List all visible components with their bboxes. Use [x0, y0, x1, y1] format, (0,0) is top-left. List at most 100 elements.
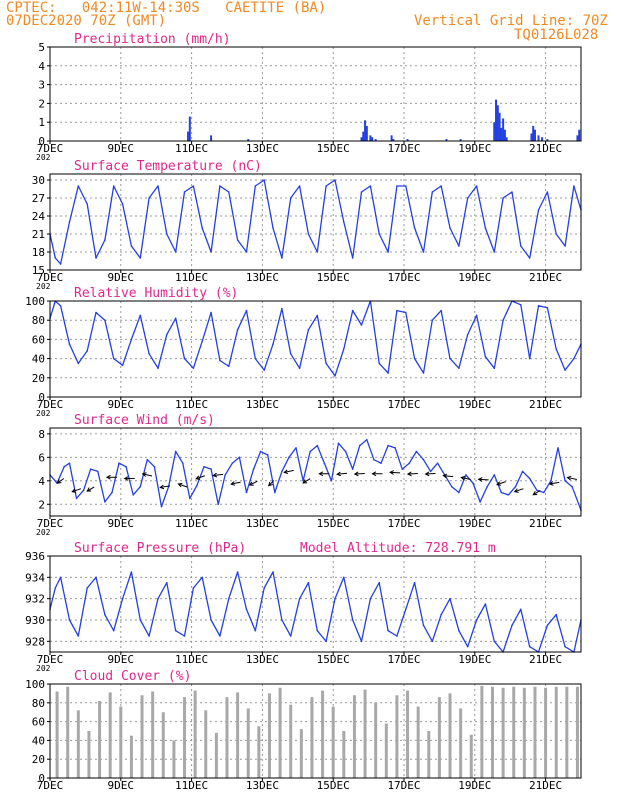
- pressure-series-line: [49, 571, 582, 653]
- temp-point: [59, 263, 62, 265]
- wind-point: [139, 485, 142, 488]
- x-tick-label: 13DEC: [246, 398, 279, 411]
- x-tick-label: 7DEC: [37, 653, 64, 666]
- x-tick-label: 7DEC: [37, 398, 64, 411]
- wind-arrow-head: [566, 475, 572, 481]
- y-tick-label: 0: [38, 135, 45, 148]
- pressure-point: [396, 635, 398, 637]
- wind-point: [422, 458, 425, 461]
- precip-bar: [362, 131, 365, 141]
- cloud-bar: [246, 708, 250, 778]
- cloud-bar: [374, 702, 378, 778]
- wind-arrow-head: [230, 481, 236, 486]
- wind-arrow-head: [532, 490, 538, 496]
- precip-bar: [502, 118, 505, 141]
- rh-point: [378, 362, 381, 365]
- pressure-point: [86, 587, 88, 589]
- wind-frame: [49, 427, 582, 517]
- y-tick-label: 80: [32, 697, 45, 710]
- wind-point: [181, 462, 184, 465]
- y-tick-label: 6: [38, 451, 45, 464]
- wind-point: [373, 458, 375, 461]
- wind-arrow-head: [548, 481, 554, 486]
- y-tick-label: 20: [32, 372, 45, 385]
- pressure-point: [458, 629, 460, 632]
- pressure-point: [564, 645, 566, 648]
- model-code: TQ0126L028: [514, 27, 599, 43]
- cloud-bar: [512, 686, 516, 778]
- x-tick-label: 21DEC: [529, 142, 562, 155]
- cloud-bar: [267, 693, 271, 778]
- temp-point: [54, 257, 57, 259]
- precip-bar: [578, 129, 581, 141]
- wind-point: [344, 450, 347, 453]
- x-year-label: 202: [36, 282, 51, 291]
- wind-point: [358, 444, 361, 447]
- precip-bar: [537, 135, 540, 141]
- wind-point: [394, 447, 396, 449]
- precip-frame: [49, 46, 582, 142]
- pressure-point: [555, 613, 558, 616]
- wind-arrow: [461, 476, 471, 480]
- precip-bar: [365, 125, 368, 141]
- rh-point: [573, 357, 575, 360]
- wind-point: [415, 450, 418, 453]
- wind-point: [521, 470, 524, 473]
- cloud-bar: [533, 686, 537, 778]
- pressure-point: [130, 571, 133, 573]
- x-tick-label: 19DEC: [458, 653, 491, 666]
- x-tick-label: 9DEC: [108, 779, 135, 792]
- x-tick-label: 13DEC: [246, 653, 279, 666]
- wind-arrow: [142, 473, 153, 477]
- x-tick-label: 17DEC: [387, 517, 420, 530]
- x-tick-label: 7DEC: [37, 142, 64, 155]
- cloud-bar: [522, 687, 526, 778]
- wind-point: [266, 454, 269, 456]
- precip-bar: [495, 99, 498, 141]
- wind-arrow: [268, 480, 275, 487]
- y-tick-label: 3: [38, 79, 45, 92]
- temp-point: [387, 251, 389, 253]
- wind-arrow-head: [336, 471, 342, 477]
- rh-point: [422, 372, 425, 374]
- wind-point: [273, 491, 276, 494]
- pressure-point: [281, 619, 283, 621]
- rh-point: [95, 311, 97, 314]
- wind-arrow: [407, 472, 418, 475]
- rh-point: [396, 309, 398, 312]
- x-year-label: 202: [36, 153, 51, 162]
- precip-bar: [493, 122, 496, 141]
- precip-panel: 0 1 2 3 4 5 7DEC 9DEC 11DEC 13DEC 15DEC 17DEC 19DEC 2…: [36, 32, 582, 162]
- temp-point: [263, 179, 265, 181]
- wind-point: [514, 485, 517, 488]
- temp-point: [422, 251, 425, 253]
- cloud-bar: [108, 692, 112, 778]
- temp-point: [564, 245, 566, 247]
- wind-point: [295, 447, 297, 449]
- wind-arrow-head: [159, 484, 165, 490]
- pressure-panel: 928 930 932 934 936 7DEC 9DEC 11DEC 13DEC 15DEC 17…: [25, 541, 582, 673]
- temp-point: [289, 197, 292, 199]
- y-tick-label: 24: [32, 210, 46, 223]
- x-tick-label: 21DEC: [529, 653, 562, 666]
- pressure-point: [192, 587, 195, 589]
- cloud-bar: [459, 708, 463, 778]
- wind-point: [196, 484, 198, 487]
- y-tick-label: 15: [32, 264, 45, 277]
- wind-point: [316, 444, 319, 447]
- x-tick-label: 15DEC: [317, 398, 350, 411]
- wind-point: [68, 462, 71, 465]
- y-tick-label: 928: [25, 635, 45, 648]
- wind-point: [401, 468, 404, 470]
- rh-point: [281, 307, 283, 310]
- cloud-bar: [236, 692, 240, 778]
- wind-point: [203, 465, 205, 468]
- pressure-point: [475, 619, 478, 621]
- pressure-point: [413, 581, 416, 584]
- cloud-bar: [204, 710, 208, 778]
- x-tick-label: 19DEC: [458, 142, 491, 155]
- rh-point: [325, 362, 327, 365]
- y-tick-label: 8: [38, 428, 45, 441]
- wind-point: [543, 491, 545, 494]
- rh-point: [166, 333, 168, 336]
